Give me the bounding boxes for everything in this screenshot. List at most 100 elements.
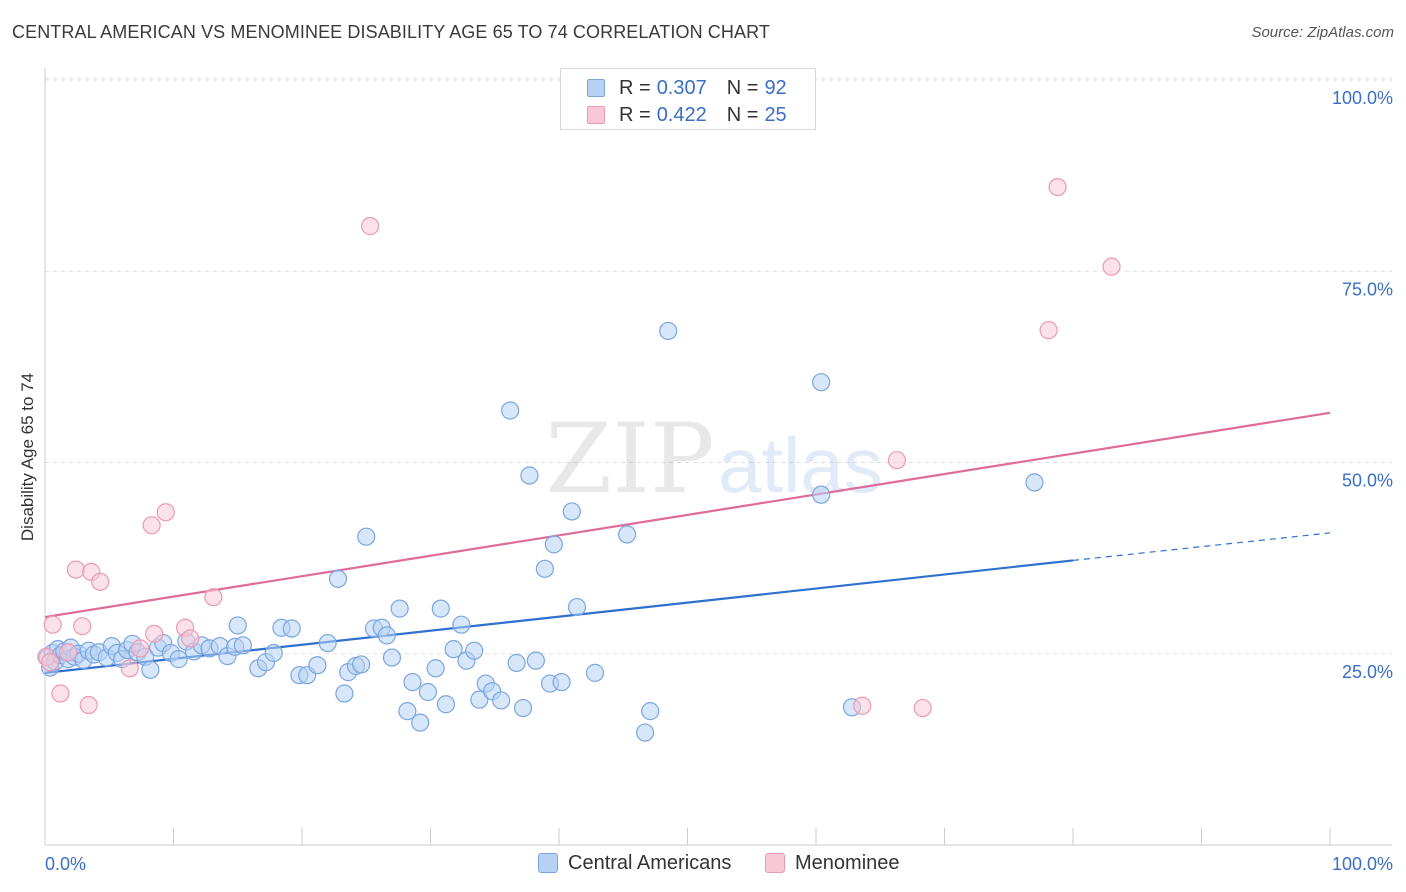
y-axis-label: Disability Age 65 to 74: [18, 373, 37, 541]
source-credit: Source: ZipAtlas.com: [1251, 24, 1394, 41]
point-central-americans[interactable]: [535, 559, 554, 578]
point-central-americans[interactable]: [562, 502, 581, 521]
point-menominee[interactable]: [79, 695, 98, 715]
point-central-americans[interactable]: [444, 640, 463, 659]
point-central-americans[interactable]: [552, 672, 571, 692]
point-menominee[interactable]: [887, 451, 907, 470]
point-central-americans[interactable]: [812, 485, 831, 504]
point-menominee[interactable]: [145, 624, 164, 643]
point-central-americans[interactable]: [812, 373, 831, 392]
point-menominee[interactable]: [66, 560, 85, 579]
point-central-americans[interactable]: [526, 651, 545, 670]
x-tick-label-min: 0.0%: [45, 854, 86, 874]
point-menominee[interactable]: [130, 639, 150, 658]
series-legend: Central Americans Menominee: [0, 852, 1406, 878]
correlation-legend: R = 0.307 N = 92 R = 0.422 N = 25: [560, 68, 816, 130]
trend-line-menominee: [44, 411, 1331, 619]
point-central-americans[interactable]: [335, 684, 354, 703]
point-central-americans[interactable]: [418, 682, 438, 702]
point-menominee[interactable]: [120, 659, 139, 678]
point-menominee[interactable]: [1039, 321, 1058, 340]
legend-swatch-blue: [587, 79, 605, 97]
point-central-americans[interactable]: [520, 466, 539, 485]
point-central-americans[interactable]: [585, 663, 605, 682]
axes: [44, 68, 1392, 846]
point-central-americans[interactable]: [411, 713, 430, 732]
point-central-americans[interactable]: [544, 535, 563, 554]
legend-r-label: R =: [619, 104, 651, 126]
legend-n-label: N =: [726, 104, 759, 126]
point-menominee[interactable]: [91, 572, 110, 591]
point-central-americans[interactable]: [641, 702, 660, 721]
point-menominee[interactable]: [156, 503, 175, 522]
legend-label: Menominee: [795, 852, 900, 874]
point-central-americans[interactable]: [390, 599, 409, 618]
point-menominee[interactable]: [853, 696, 872, 715]
watermark-zip: ZIP: [545, 403, 714, 515]
point-central-americans[interactable]: [507, 653, 526, 673]
gridlines: [45, 77, 1392, 655]
legend-r-value: 0.307: [656, 77, 707, 99]
point-central-americans[interactable]: [308, 656, 327, 675]
y-tick-label: 50.0%: [1342, 471, 1393, 491]
point-central-americans[interactable]: [470, 690, 489, 709]
legend-n-label: N =: [726, 77, 759, 99]
trend-line-central-americans-extrapolated: [1072, 532, 1331, 562]
legend-item-central-americans[interactable]: Central Americans: [538, 852, 731, 875]
watermark: ZIP atlas: [545, 403, 882, 515]
point-central-americans[interactable]: [357, 527, 376, 546]
data-points: [37, 178, 1121, 742]
chart-title: CENTRAL AMERICAN VS MENOMINEE DISABILITY…: [12, 22, 770, 42]
y-tick-label: 75.0%: [1342, 279, 1393, 299]
legend-item-menominee[interactable]: Menominee: [765, 852, 900, 875]
point-central-americans[interactable]: [233, 636, 252, 655]
point-central-americans[interactable]: [465, 641, 484, 660]
point-central-americans[interactable]: [635, 723, 655, 742]
point-central-americans[interactable]: [452, 615, 471, 634]
legend-label: Central Americans: [568, 852, 732, 874]
point-menominee[interactable]: [43, 615, 62, 634]
legend-n-value: 25: [764, 104, 787, 126]
point-central-americans[interactable]: [513, 698, 533, 718]
point-central-americans[interactable]: [228, 616, 247, 635]
point-central-americans[interactable]: [328, 569, 348, 588]
legend-row-menominee: R = 0.422 N = 25: [587, 104, 787, 128]
point-central-americans[interactable]: [1025, 473, 1044, 492]
point-menominee[interactable]: [41, 653, 60, 672]
point-central-americans[interactable]: [501, 401, 520, 420]
point-central-americans[interactable]: [431, 599, 450, 618]
point-menominee[interactable]: [913, 698, 932, 718]
point-central-americans[interactable]: [318, 633, 337, 653]
point-central-americans[interactable]: [169, 650, 188, 669]
legend-r-value: 0.422: [656, 104, 707, 126]
point-central-americans[interactable]: [567, 597, 587, 617]
legend-swatch-blue: [538, 853, 558, 873]
point-menominee[interactable]: [204, 588, 223, 607]
point-central-americans[interactable]: [352, 655, 371, 674]
point-menominee[interactable]: [181, 629, 200, 648]
watermark-atlas: atlas: [718, 421, 883, 509]
point-menominee[interactable]: [1048, 178, 1067, 197]
point-central-americans[interactable]: [659, 321, 678, 341]
point-menominee[interactable]: [142, 516, 161, 535]
point-central-americans[interactable]: [618, 525, 637, 544]
point-central-americans[interactable]: [382, 648, 402, 667]
y-tick-labels: 25.0% 50.0% 75.0% 100.0%: [1332, 88, 1393, 682]
point-central-americans[interactable]: [264, 643, 283, 663]
point-central-americans[interactable]: [377, 626, 396, 645]
point-menominee[interactable]: [73, 617, 92, 636]
point-menominee[interactable]: [59, 643, 78, 662]
point-central-americans[interactable]: [141, 660, 160, 679]
point-central-americans[interactable]: [282, 619, 301, 638]
point-central-americans[interactable]: [426, 659, 445, 678]
x-tick-label-max: 100.0%: [1332, 854, 1393, 874]
point-menominee[interactable]: [361, 217, 380, 236]
point-central-americans[interactable]: [398, 702, 417, 721]
point-menominee[interactable]: [1102, 257, 1121, 276]
point-central-americans[interactable]: [403, 672, 422, 692]
point-central-americans[interactable]: [436, 695, 456, 714]
legend-r-label: R =: [619, 77, 651, 99]
point-central-americans[interactable]: [492, 691, 511, 710]
point-menominee[interactable]: [51, 684, 70, 703]
x-tick-labels: 0.0% 100.0%: [45, 854, 1393, 874]
